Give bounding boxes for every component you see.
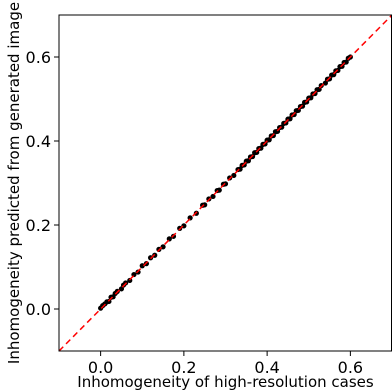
x-tick-label: 0.4 <box>254 358 279 377</box>
y-tick-label: 0.0 <box>26 300 51 319</box>
data-point <box>266 137 272 143</box>
data-point <box>139 263 145 269</box>
data-point <box>118 286 125 292</box>
x-tick-label: 0.2 <box>171 358 196 377</box>
y-tick-label: 0.2 <box>26 216 51 235</box>
y-axis-label: Inhomogeneity predicted from generated i… <box>5 2 23 364</box>
y-tick-label: 0.4 <box>26 132 51 151</box>
x-tick-label: 0.0 <box>88 358 113 377</box>
y-axis: 0.0 0.2 0.4 0.6 <box>26 48 59 319</box>
y-tick-label: 0.6 <box>26 48 51 67</box>
x-tick-label: 0.6 <box>338 358 363 377</box>
identity-reference-line <box>58 14 392 352</box>
x-axis: 0.0 0.2 0.4 0.6 <box>88 351 363 377</box>
data-point <box>322 80 328 86</box>
x-axis-label: Inhomogeneity of high-resolution cases <box>77 373 374 391</box>
